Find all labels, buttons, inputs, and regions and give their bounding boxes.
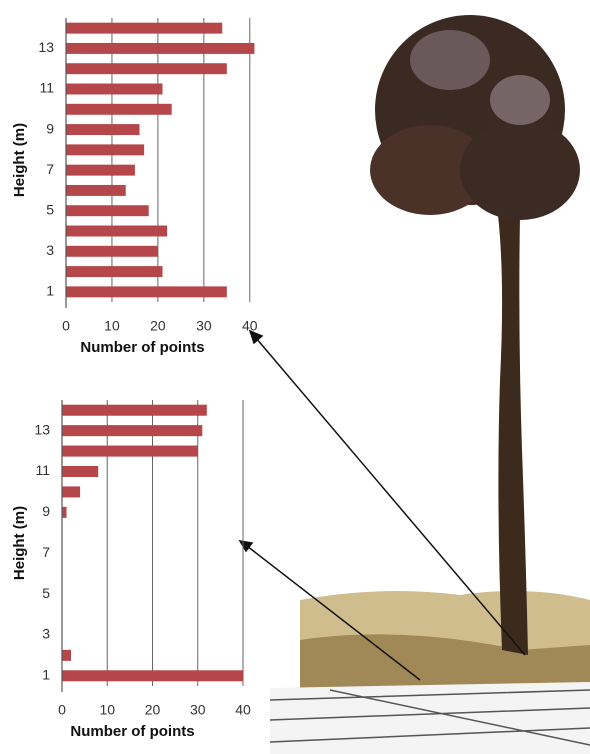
bar [66,245,158,257]
y-tick-label: 5 [46,201,54,217]
y-tick-label: 11 [39,80,54,96]
bar [62,445,198,457]
y-tick-label: 7 [46,161,54,177]
y-axis-title: Height (m) [11,506,28,580]
bar [66,164,135,176]
bar [66,144,145,156]
bar [66,266,163,278]
x-tick-label: 40 [235,702,251,718]
y-tick-label: 3 [46,242,54,258]
bar [66,286,227,298]
bar [66,184,126,196]
bar [66,42,255,54]
bar [62,649,72,661]
x-axis-title: Number of points [80,339,204,356]
bar [62,670,243,682]
x-tick-label: 40 [242,318,258,334]
x-tick-label: 20 [145,702,161,718]
bar [62,404,207,416]
y-tick-label: 1 [42,666,50,682]
y-tick-label: 11 [35,462,50,478]
x-tick-label: 0 [58,702,66,718]
y-tick-label: 9 [46,120,54,136]
x-axis-title: Number of points [70,723,194,740]
y-tick-label: 1 [46,283,54,299]
arrows [238,329,526,681]
y-tick-label: 13 [38,39,54,55]
y-tick-label: 7 [42,544,50,560]
bar [66,225,168,237]
y-tick-label: 5 [42,585,50,601]
y-tick-label: 9 [42,503,50,519]
tree-point-cloud [269,15,590,754]
x-tick-label: 10 [104,318,120,334]
x-tick-label: 20 [150,318,166,334]
bar [66,205,149,217]
y-tick-label: 13 [34,421,50,437]
bar [62,506,67,518]
bar [66,83,163,95]
bar [66,22,223,34]
bar [62,465,99,478]
y-tick-label: 3 [42,626,50,642]
y-axis-title: Height (m) [11,123,28,197]
bar [66,63,227,75]
x-tick-label: 10 [99,702,115,718]
x-tick-label: 0 [62,318,70,334]
bar [66,103,172,115]
x-tick-label: 30 [190,702,206,718]
x-tick-label: 30 [196,318,212,334]
bar [62,425,203,437]
bar [62,486,81,498]
bar [66,124,140,136]
